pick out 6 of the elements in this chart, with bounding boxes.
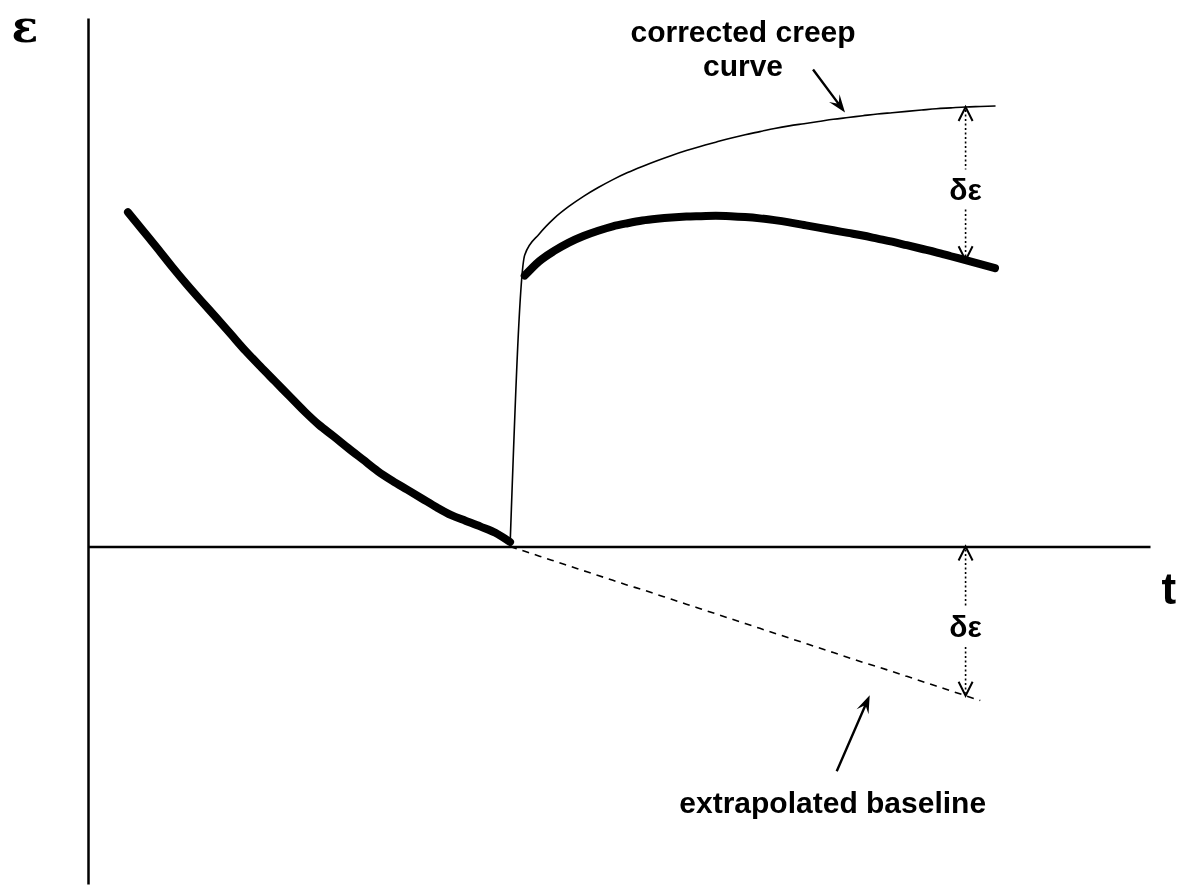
y-axis-title: ε bbox=[11, 0, 39, 52]
text: extrapolated baseline bbox=[679, 786, 987, 821]
series-label: corrected creep curve bbox=[630, 14, 856, 83]
x-axis-title: t bbox=[1161, 563, 1177, 613]
annotation: δε bbox=[949, 172, 982, 207]
annotation: δε bbox=[949, 610, 982, 645]
